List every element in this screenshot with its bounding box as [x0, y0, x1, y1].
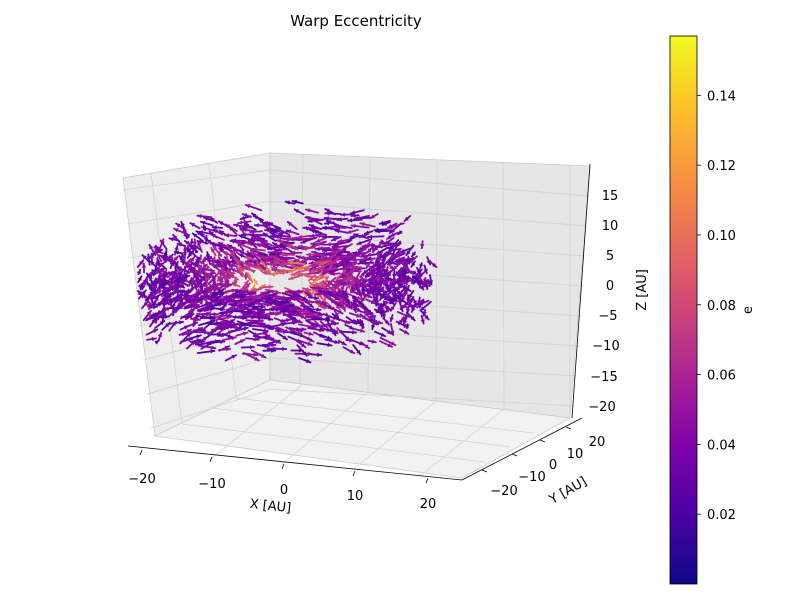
colorbar-tick-label: 0.02	[707, 508, 736, 523]
colorbar-label: e	[741, 306, 756, 314]
x-tick-mark	[140, 450, 142, 455]
y-tick-mark	[482, 470, 487, 472]
x-axis-label: X [AU]	[249, 497, 292, 516]
x-tick-mark	[210, 457, 212, 462]
x-tick-mark	[282, 464, 284, 469]
colorbar-ticks: 0.14 0.12 0.10 0.08 0.06 0.04 0.02	[697, 89, 736, 523]
y-tick-label: −20	[490, 484, 517, 499]
y-tick-label: 20	[589, 435, 606, 450]
x-tick-mark	[353, 471, 355, 476]
x-tick-label: 10	[347, 489, 364, 504]
y-tick-mark	[540, 440, 545, 442]
y-tick-label: 0	[549, 458, 557, 473]
colorbar-tick-label: 0.10	[707, 229, 736, 244]
z-tick-label: −10	[592, 339, 619, 354]
z-tick-label: 15	[602, 189, 619, 204]
z-tick-labels: 15 10 5 0 −5 −10 −15 −20	[588, 189, 619, 415]
x-tick-label: −20	[128, 472, 155, 487]
y-tick-label: 10	[567, 447, 584, 462]
colorbar	[670, 36, 697, 584]
z-tick-label: 0	[606, 279, 614, 294]
colorbar-tick-label: 0.08	[707, 299, 736, 314]
colorbar-tick-label: 0.14	[707, 89, 736, 104]
z-tick-label: 5	[606, 249, 614, 264]
chart-title: Warp Eccentricity	[196, 12, 516, 30]
x-tick-label: 0	[280, 483, 288, 498]
colorbar-tick-label: 0.04	[707, 438, 736, 453]
colorbar-tick-label: 0.06	[707, 369, 736, 384]
y-tick-mark	[566, 427, 571, 429]
y-axis-label: Y [AU]	[546, 474, 590, 508]
z-tick-label: −15	[590, 370, 617, 385]
z-tick-label: 10	[602, 219, 619, 234]
z-tick-label: −20	[588, 400, 615, 415]
x-tick-mark	[426, 478, 428, 483]
x-tick-label: 20	[420, 497, 437, 512]
y-tick-label: −10	[518, 470, 545, 485]
y-tick-mark	[512, 454, 517, 456]
z-tick-label: −5	[598, 309, 617, 324]
z-axis-label: Z [AU]	[635, 269, 650, 311]
colorbar-tick-label: 0.12	[707, 159, 736, 174]
x-tick-label: −10	[198, 477, 225, 492]
